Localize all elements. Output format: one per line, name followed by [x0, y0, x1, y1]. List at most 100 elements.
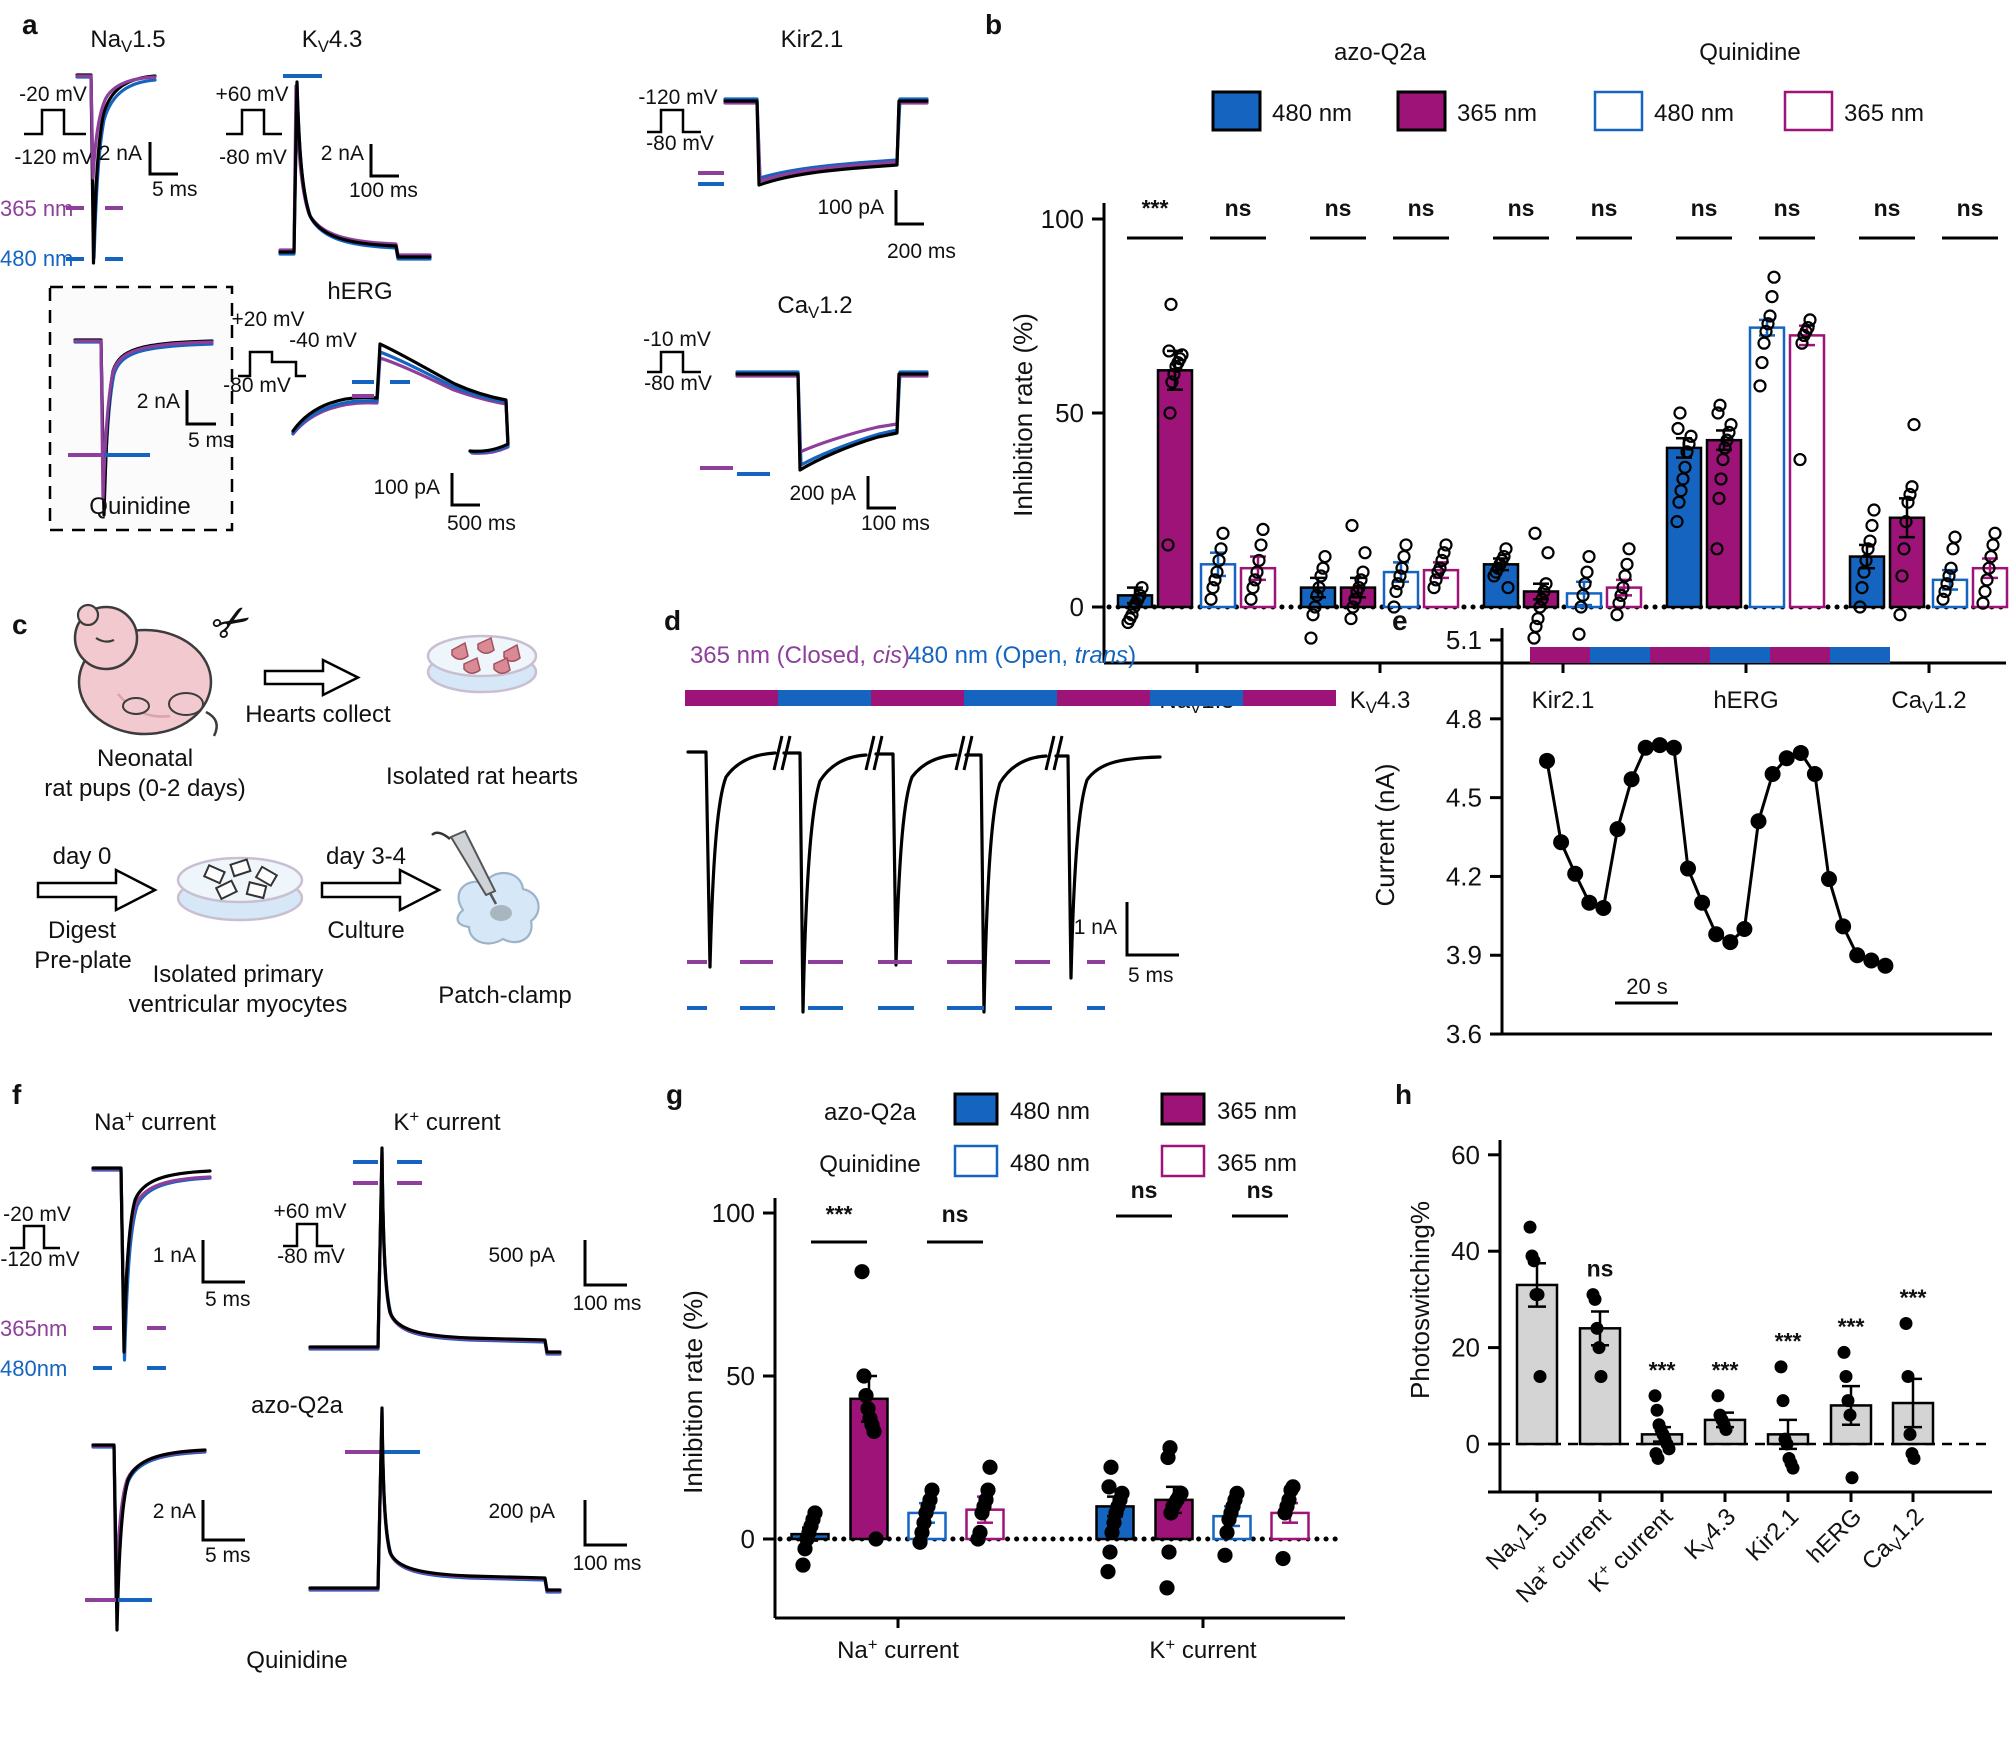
- scatter-point: [1711, 406, 1725, 420]
- significance-label: ***: [1900, 1285, 1927, 1311]
- legend-b-azo-title: azo-Q2a: [1334, 39, 1427, 66]
- photoswitching-timecourse-chart: 5.1 4.8 4.5 4.2 3.9 3.6: [1446, 625, 1992, 1049]
- scatter-point: [1853, 600, 1867, 614]
- scatter-point: [1795, 336, 1809, 350]
- scatter-point: [854, 1264, 870, 1280]
- category-label: CaV1.2: [1857, 1503, 1931, 1577]
- y-tick-label: 4.8: [1446, 704, 1482, 734]
- scatter-point: [1671, 421, 1685, 436]
- scatter-point: [1217, 1547, 1233, 1563]
- myocyte-piece: [214, 879, 239, 901]
- azo-q2a-row-label: azo-Q2a: [251, 1392, 344, 1419]
- panel-e-label: e: [1392, 605, 1408, 636]
- scatter-point: [1352, 580, 1366, 595]
- f-k-prot-top: +60 mV: [274, 1200, 347, 1223]
- bar: [1748, 326, 1786, 609]
- scatter-point: [1219, 1524, 1235, 1541]
- scissors-icon: ✂: [202, 590, 262, 655]
- kir21-scale-h: 200 ms: [887, 240, 956, 263]
- significance-label: ns: [1874, 195, 1901, 221]
- train-scale-h: 5 ms: [1128, 964, 1174, 987]
- arrow-hearts-collect: [263, 657, 361, 698]
- scatter-point: [1572, 627, 1586, 641]
- significance-label: ns: [1325, 195, 1352, 221]
- significance-label: ns: [1691, 195, 1718, 221]
- scatter-point: [1539, 577, 1553, 591]
- myocyte-piece: [229, 858, 252, 878]
- scatter-point: [1101, 1479, 1117, 1495]
- significance-label: ns: [1508, 195, 1535, 221]
- scatter-point: [1175, 348, 1189, 362]
- pipette: [449, 829, 497, 897]
- scatter-point: [1161, 538, 1175, 552]
- current-point: [1778, 750, 1795, 767]
- scatter-point: [1837, 1345, 1851, 1359]
- current-point: [1835, 918, 1852, 935]
- panel-d: d 365 nm (Closed, cis) 480 nm (Open, tra…: [664, 605, 1336, 1014]
- f-na-qui-trace-480: [91, 1445, 207, 1608]
- myocyte-piece: [254, 865, 279, 888]
- y-tick-label: 100: [1041, 204, 1084, 234]
- train-trace-5: [1054, 754, 1162, 980]
- scatter-point: [1855, 580, 1869, 595]
- f-na-azo-trace-control: [91, 1166, 212, 1354]
- quinidine-inset-box: [48, 285, 234, 532]
- scatter-point: [1501, 580, 1515, 595]
- scatter-point: [1254, 538, 1268, 552]
- scatter-point: [1780, 1437, 1794, 1451]
- current-point: [1877, 957, 1894, 974]
- pipette-wire: [431, 831, 451, 840]
- current-point: [1806, 765, 1823, 782]
- scatter-point: [1103, 1459, 1119, 1475]
- kir21-scale-bar: [894, 190, 924, 226]
- current-point: [1736, 920, 1753, 937]
- category-label: CaV1.2: [1891, 687, 1966, 717]
- f-light-480-label: 480nm: [0, 1356, 67, 1381]
- source-caption-line2: rat pups (0-2 days): [44, 775, 245, 802]
- panel-b: b azo-Q2a Quinidine 480 nm 365 nm 480 nm…: [985, 9, 2009, 717]
- scatter-point: [1345, 518, 1359, 533]
- panel-a-label: a: [22, 9, 38, 40]
- scatter-point: [866, 1423, 882, 1440]
- step-digest: Digest: [48, 917, 116, 944]
- light-segment-365: [1243, 690, 1336, 706]
- scatter-point: [1208, 573, 1222, 587]
- current-point: [1651, 737, 1668, 754]
- scatter-point: [1765, 290, 1779, 304]
- heart-piece: [463, 656, 481, 674]
- current-point: [1595, 899, 1612, 916]
- scatter-point: [1682, 437, 1696, 451]
- source-caption-line1: Neonatal: [97, 745, 193, 772]
- scatter-point: [972, 1524, 988, 1541]
- y-tick-label: 50: [1055, 398, 1084, 428]
- chart-h-ylabel: Photoswitching%: [1405, 1201, 1435, 1399]
- herg-protocol-icon: [238, 350, 306, 378]
- significance-label: ns: [1591, 195, 1618, 221]
- scatter-point: [1899, 1317, 1913, 1330]
- significance-label: ns: [942, 1201, 969, 1227]
- light-segment-480: [1150, 690, 1243, 706]
- scatter-point: [1755, 355, 1769, 370]
- significance-label: ns: [1225, 195, 1252, 221]
- scatter-point: [1531, 612, 1545, 626]
- nav15-trace-control: [75, 73, 157, 265]
- scatter-point: [1318, 549, 1332, 564]
- cell-nucleus: [490, 905, 512, 921]
- panel-c: c ✂ Hearts collect Isolated rat hearts N…: [12, 590, 578, 1018]
- legend-g-label-qui-365: 365 nm: [1217, 1150, 1297, 1177]
- panel-g: g azo-Q2a 480 nm 365 nm Quinidine 480 nm…: [666, 1079, 1345, 1664]
- current-point: [1623, 771, 1640, 788]
- quinidine-trace-365: [73, 339, 214, 500]
- scatter-point: [1523, 1220, 1537, 1234]
- myocyte-piece: [202, 863, 226, 885]
- myocyte-piece: [245, 881, 268, 900]
- inhibition-rate-chart-myocytes: 0 50 100 Na+ current *** ns K+ current ns ns: [712, 1177, 1345, 1664]
- scatter-point: [1162, 344, 1176, 358]
- scatter-point: [1541, 546, 1555, 560]
- scatter-point: [1387, 600, 1401, 614]
- f-k-qui-trace-control: [308, 1406, 562, 1592]
- scatter-point: [1767, 270, 1781, 284]
- legend-b-label-azo-365: 365 nm: [1457, 100, 1537, 127]
- legend-b-swatch-qui-480: [1593, 90, 1644, 132]
